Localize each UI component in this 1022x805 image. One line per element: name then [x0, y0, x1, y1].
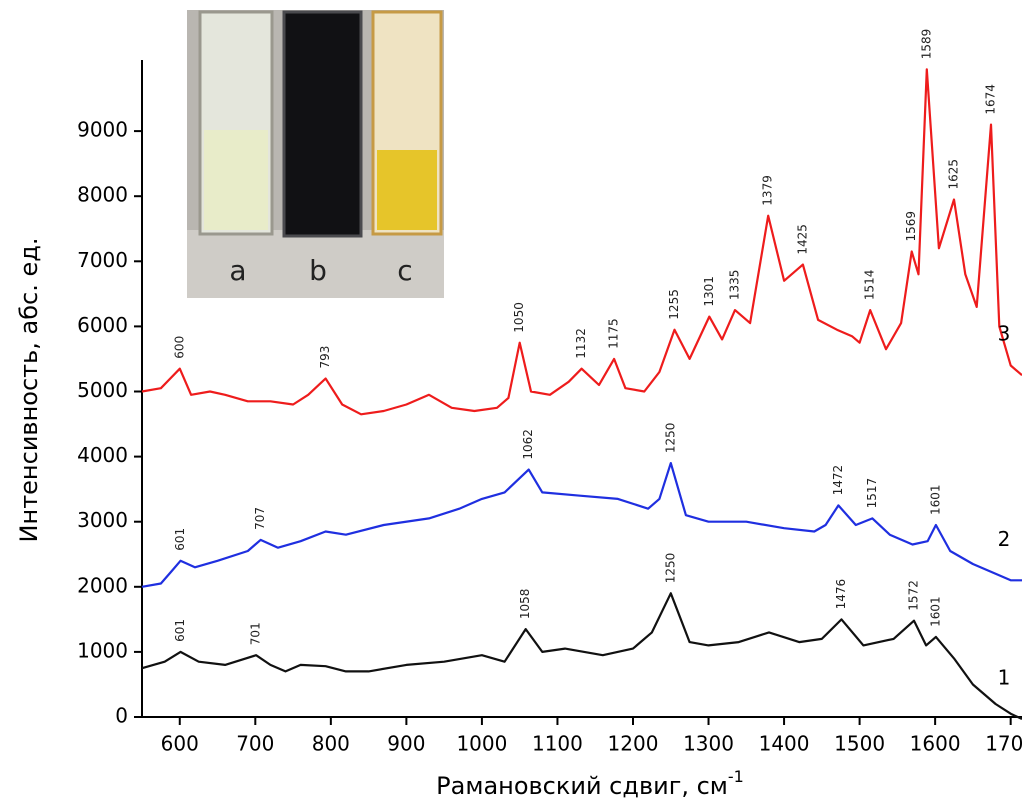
series-label: 2 [998, 527, 1011, 551]
series-line [141, 68, 1022, 416]
liquid-c [377, 150, 437, 230]
y-tick-label: 0 [115, 704, 128, 728]
peak-label: 1250 [663, 423, 677, 454]
peak-label: 1514 [863, 270, 877, 301]
peak-label: 1476 [834, 579, 848, 610]
x-tick-label: 1100 [532, 732, 583, 756]
y-tick-label: 6000 [77, 313, 128, 337]
x-axis-title-main: Рамановский сдвиг, см [436, 772, 728, 800]
x-tick-label: 1200 [608, 732, 659, 756]
x-tick-label: 700 [236, 732, 274, 756]
x-tick-label: 800 [312, 732, 350, 756]
peak-label: 701 [249, 622, 263, 645]
peak-label: 1058 [518, 589, 532, 620]
inset-label: a [229, 254, 246, 287]
peak-label: 600 [172, 336, 186, 359]
cuvette-b [282, 10, 363, 238]
inset-label: b [309, 254, 327, 287]
x-tick-label: 600 [161, 732, 199, 756]
peak-label: 1472 [831, 465, 845, 496]
peak-label: 1050 [512, 302, 526, 333]
peak-label: 1425 [795, 224, 809, 255]
x-axis-title: Рамановский сдвиг, см-1 [436, 767, 744, 801]
x-tick-label: 1600 [910, 732, 961, 756]
peak-label: 1601 [928, 596, 942, 627]
x-tick-label: 1500 [834, 732, 885, 756]
y-tick-label: 7000 [77, 248, 128, 272]
y-tick-label: 4000 [77, 443, 128, 467]
series-line [141, 592, 1022, 720]
y-tick-label: 2000 [77, 573, 128, 597]
y-tick-label: 5000 [77, 378, 128, 402]
inset-label: c [397, 254, 412, 287]
peak-label: 1132 [574, 328, 588, 359]
peak-label: 1569 [904, 211, 918, 242]
peak-label: 1175 [607, 318, 621, 349]
peak-label: 1625 [947, 159, 961, 190]
series-line [141, 462, 1022, 588]
peak-label: 1255 [667, 289, 681, 320]
peak-label: 1589 [919, 29, 933, 60]
table-surface [187, 230, 444, 298]
y-axis-title: Интенсивность, абс. ед. [15, 238, 43, 543]
y-tick-label: 3000 [77, 508, 128, 532]
peak-label: 707 [253, 507, 267, 530]
peak-label: 1062 [521, 429, 535, 460]
x-tick-label: 1000 [456, 732, 507, 756]
y-tick-label: 1000 [77, 638, 128, 662]
x-tick-label: 1700 [985, 732, 1022, 756]
peak-label: 1517 [865, 478, 879, 509]
x-tick-label: 1400 [759, 732, 810, 756]
y-tick-label: 8000 [77, 183, 128, 207]
liquid-a [204, 130, 268, 230]
peak-label: 1301 [702, 276, 716, 307]
inset-photo: a b c [187, 10, 444, 298]
peak-label: 1572 [907, 580, 921, 611]
peak-label: 1335 [728, 270, 742, 301]
series-label: 1 [998, 665, 1011, 689]
series-label: 3 [998, 322, 1011, 346]
x-tick-label: 900 [387, 732, 425, 756]
peak-label: 1250 [663, 553, 677, 584]
x-axis-title-sup: -1 [728, 767, 744, 786]
peak-label: 1379 [761, 175, 775, 206]
peak-label: 1601 [928, 484, 942, 515]
peak-label: 601 [173, 528, 187, 551]
peak-label: 1674 [984, 84, 998, 115]
y-tick-label: 9000 [77, 118, 128, 142]
peak-label: 601 [173, 619, 187, 642]
x-tick-label: 1300 [683, 732, 734, 756]
peak-label: 793 [318, 346, 332, 369]
